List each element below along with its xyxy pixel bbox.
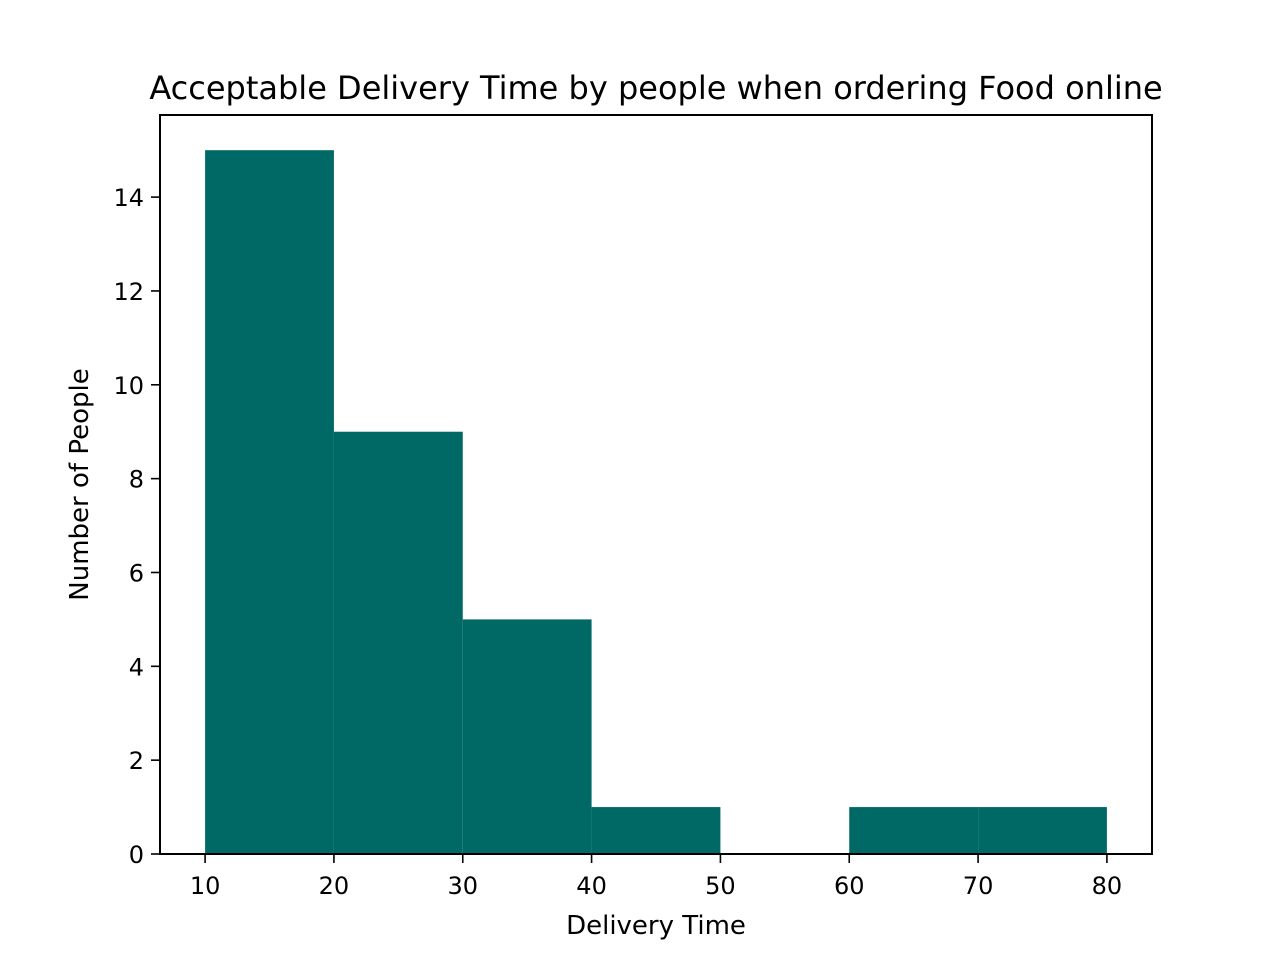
y-tick-label: 8 (129, 466, 144, 494)
x-axis-ticks: 10 20 30 40 50 60 70 80 (190, 854, 1122, 900)
y-axis-label: Number of People (65, 368, 95, 600)
x-tick-label: 60 (834, 872, 865, 900)
histogram-bar-10-20 (205, 150, 334, 854)
x-tick-label: 20 (319, 872, 350, 900)
chart-title: Acceptable Delivery Time by people when … (149, 69, 1162, 107)
x-tick-label: 30 (447, 872, 478, 900)
bars-group (205, 150, 1107, 854)
y-tick-label: 2 (129, 747, 144, 775)
x-tick-label: 80 (1092, 872, 1123, 900)
histogram-bar-30-40 (462, 619, 592, 854)
x-axis-label: Delivery Time (566, 911, 746, 941)
histogram-bar-70-80 (978, 807, 1107, 854)
x-tick-label: 10 (190, 872, 221, 900)
y-tick-label: 6 (129, 559, 144, 587)
x-tick-label: 50 (705, 872, 736, 900)
y-axis-ticks: 0 2 4 6 8 10 12 14 (113, 184, 160, 869)
histogram-bar-60-70 (849, 807, 979, 854)
y-tick-label: 4 (129, 653, 144, 681)
y-tick-label: 10 (113, 372, 144, 400)
x-tick-label: 40 (576, 872, 607, 900)
histogram-bar-40-50 (591, 807, 721, 854)
y-tick-label: 14 (113, 184, 144, 212)
y-tick-label: 12 (113, 278, 144, 306)
y-tick-label: 0 (129, 841, 144, 869)
plot-frame (159, 114, 1153, 855)
histogram-bar-20-30 (333, 431, 463, 854)
x-tick-label: 70 (963, 872, 994, 900)
